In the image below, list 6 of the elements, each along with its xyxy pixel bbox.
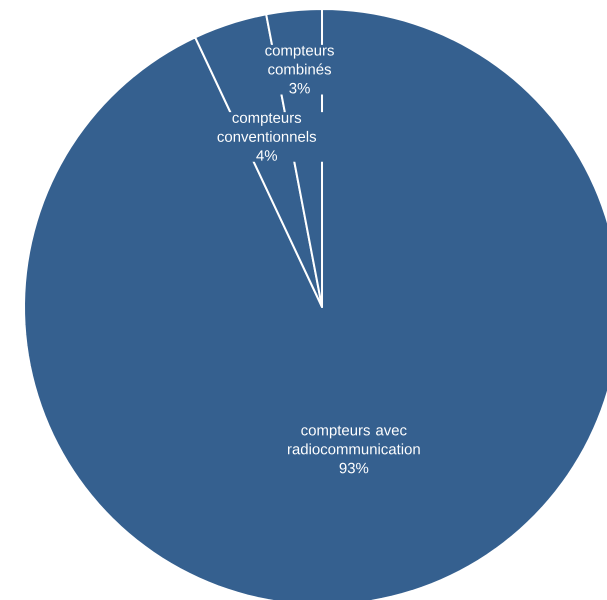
data-label: 93%	[340, 462, 368, 474]
data-label: 3%	[289, 82, 310, 94]
data-label: 4%	[256, 150, 278, 161]
slice-label: compteurs avec radiocommunication	[288, 426, 420, 454]
slice-label: compteurs combinés	[265, 46, 334, 75]
slice-label: compteurs conventionnels	[218, 113, 316, 142]
